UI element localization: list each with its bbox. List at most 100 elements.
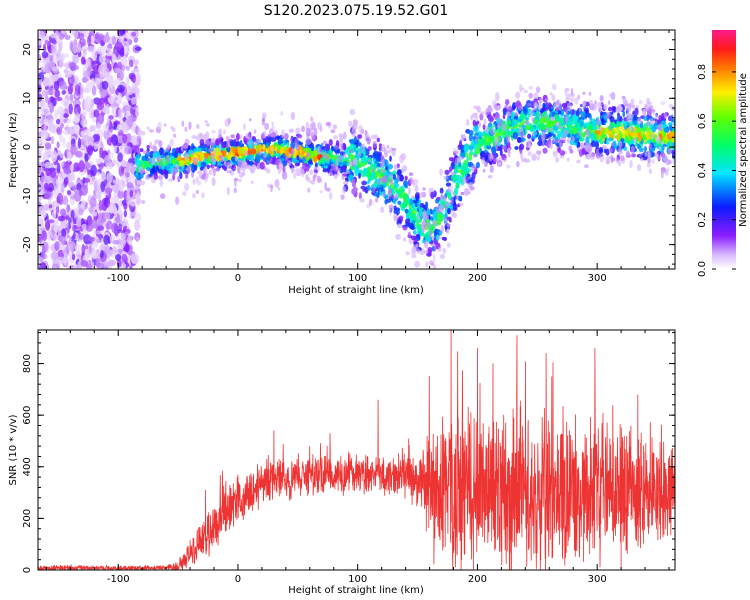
heatmap-cell: [655, 135, 661, 144]
heatmap-cell: [521, 119, 526, 125]
heatmap-cell: [574, 116, 579, 124]
heatmap-cell: [248, 118, 252, 122]
figure-title: S120.2023.075.19.52.G01: [264, 3, 449, 19]
heatmap-cell: [447, 207, 451, 215]
heatmap-cell: [446, 228, 450, 235]
heatmap-cell: [605, 148, 610, 156]
heatmap-cell: [388, 174, 394, 178]
heatmap-cell: [73, 124, 81, 132]
heatmap-cell: [324, 143, 330, 152]
heatmap-cell: [295, 127, 301, 135]
heatmap-cell: [74, 265, 83, 269]
heatmap-cell: [565, 108, 569, 116]
heatmap-cell: [43, 125, 47, 131]
heatmap-cell: [414, 260, 421, 268]
heatmap-cell: [262, 138, 267, 146]
heatmap-cell: [245, 133, 251, 142]
heatmap-cell: [78, 160, 85, 173]
heatmap-cell: [305, 173, 310, 181]
heatmap-cell: [402, 200, 408, 209]
heatmap-cell: [192, 192, 196, 199]
heatmap-cell: [466, 156, 470, 162]
heatmap-cell: [126, 182, 134, 189]
heatmap-cell: [676, 135, 681, 141]
heatmap-cell: [330, 163, 335, 167]
heatmap-cell: [538, 96, 543, 104]
heatmap-cell: [549, 141, 553, 150]
heatmap-cell: [422, 187, 426, 191]
heatmap-cell: [386, 145, 390, 149]
heatmap-cell: [632, 120, 638, 125]
heatmap-cell: [63, 53, 70, 58]
heatmap-cell: [96, 209, 104, 214]
heatmap-cell: [100, 249, 104, 259]
heatmap-cell: [38, 57, 41, 67]
heatmap-cell: [559, 125, 564, 129]
heatmap-cell: [395, 188, 400, 193]
heatmap-cell: [480, 111, 485, 115]
heatmap-cell: [603, 103, 608, 110]
heatmap-cell: [414, 184, 419, 193]
heatmap-cell: [50, 150, 58, 163]
heatmap-cell: [650, 108, 656, 113]
heatmap-cell: [211, 129, 216, 134]
heatmap-cell: [528, 138, 533, 147]
heatmap-cell: [353, 185, 357, 194]
heatmap-cell: [408, 177, 414, 185]
heatmap-cell: [126, 115, 134, 128]
heatmap-cell: [149, 141, 152, 149]
heatmap-cell: [462, 164, 467, 171]
heatmap-cell: [443, 195, 447, 202]
heatmap-cell: [360, 185, 366, 190]
spectrogram-x-tick-label: 0: [235, 273, 241, 284]
heatmap-cell: [100, 181, 106, 193]
heatmap-cell: [363, 168, 367, 177]
heatmap-cell: [70, 163, 74, 172]
heatmap-cell: [326, 187, 331, 192]
heatmap-cell: [439, 187, 444, 194]
heatmap-cell: [265, 168, 271, 174]
heatmap-cell: [349, 149, 354, 154]
heatmap-cell: [677, 127, 682, 133]
heatmap-cell: [264, 122, 270, 131]
heatmap-cell: [528, 85, 534, 90]
heatmap-cell: [392, 174, 397, 180]
heatmap-cell: [50, 135, 55, 145]
heatmap-cell: [164, 172, 169, 180]
heatmap-cell: [89, 197, 97, 208]
heatmap-cell: [130, 96, 138, 105]
heatmap-cell: [305, 136, 312, 146]
heatmap-cell: [107, 43, 113, 50]
heatmap-cell: [226, 186, 230, 196]
heatmap-cell: [560, 117, 564, 126]
heatmap-cell: [285, 156, 289, 161]
heatmap-cell: [263, 152, 267, 158]
heatmap-cell: [468, 182, 474, 186]
heatmap-cell: [389, 207, 392, 215]
heatmap-cell: [103, 261, 110, 269]
heatmap-cell: [159, 179, 164, 188]
heatmap-cell: [66, 204, 71, 213]
heatmap-cell: [257, 143, 263, 152]
heatmap-cell: [54, 89, 60, 98]
heatmap-cell: [286, 160, 292, 167]
heatmap-cell: [309, 150, 316, 157]
heatmap-cell: [199, 132, 203, 139]
heatmap-cell: [311, 121, 316, 131]
heatmap-cell: [622, 120, 628, 127]
heatmap-cell: [45, 190, 52, 200]
heatmap-cell: [432, 253, 436, 263]
heatmap-cell: [83, 87, 89, 93]
heatmap-cell: [111, 35, 117, 46]
heatmap-cell: [668, 122, 673, 126]
heatmap-cell: [397, 200, 402, 205]
heatmap-cell: [549, 92, 553, 96]
heatmap-cell: [506, 129, 510, 136]
heatmap-cell: [176, 175, 181, 181]
heatmap-cell: [206, 138, 210, 147]
heatmap-cell: [425, 261, 429, 268]
heatmap-cell: [132, 59, 139, 66]
heatmap-cell: [63, 118, 68, 124]
heatmap-cell: [549, 127, 553, 132]
heatmap-cell: [111, 222, 119, 234]
